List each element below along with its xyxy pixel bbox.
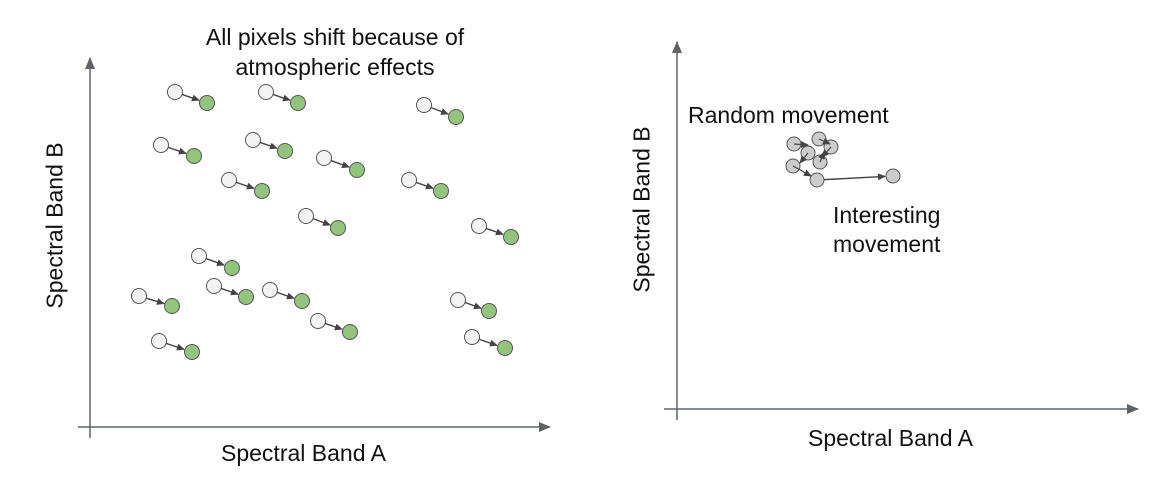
shift-arrow bbox=[312, 217, 331, 226]
shift-arrow bbox=[485, 227, 504, 236]
pixel-shift-pair bbox=[191, 248, 240, 276]
original-pixel bbox=[191, 248, 207, 264]
pixel-shift-pair bbox=[131, 288, 180, 314]
left-y-axis-label: Spectral Band B bbox=[41, 142, 68, 309]
pixel-shift-pair bbox=[206, 278, 254, 305]
random-move-arrow bbox=[799, 152, 809, 164]
pixel-shift-pair bbox=[258, 84, 306, 111]
shifted-pixel bbox=[342, 324, 358, 340]
random-move-arrow bbox=[793, 141, 809, 148]
interesting-label-line1: Interesting bbox=[833, 202, 941, 228]
shifted-pixel bbox=[224, 260, 240, 276]
shifted-pixel bbox=[254, 183, 270, 199]
shifted-pixel bbox=[277, 143, 293, 159]
original-pixel bbox=[450, 292, 466, 308]
original-pixel bbox=[221, 172, 237, 188]
random-move-arrow bbox=[818, 151, 825, 163]
shift-arrow bbox=[220, 287, 239, 296]
grey-pixel bbox=[809, 172, 825, 188]
original-pixel bbox=[316, 150, 332, 166]
original-pixel bbox=[464, 329, 480, 345]
shift-arrow bbox=[259, 141, 278, 150]
left-title-line2: atmospheric effects bbox=[235, 54, 435, 80]
left-title: All pixels shift because of atmospheric … bbox=[170, 22, 500, 82]
left-pixel-shifts bbox=[131, 84, 519, 360]
shift-arrow bbox=[430, 106, 449, 115]
original-pixel bbox=[167, 84, 183, 100]
interesting-movement-label: Interesting movement bbox=[833, 201, 940, 259]
shifted-pixel bbox=[330, 220, 346, 236]
pixel-shift-pair bbox=[310, 313, 358, 340]
interesting-move-arrow bbox=[823, 173, 887, 181]
pixel-shift-pair bbox=[450, 292, 497, 319]
original-pixel bbox=[471, 218, 487, 234]
original-pixel bbox=[151, 333, 167, 349]
original-pixel bbox=[131, 288, 147, 304]
shifted-pixel bbox=[238, 289, 254, 305]
shift-arrow bbox=[324, 322, 343, 331]
shifted-pixel bbox=[184, 344, 200, 360]
shifted-pixel bbox=[433, 183, 449, 199]
interesting-label-line2: movement bbox=[833, 231, 941, 257]
left-title-line1: All pixels shift because of bbox=[205, 24, 465, 50]
original-pixel bbox=[416, 97, 432, 113]
shifted-pixel bbox=[503, 229, 519, 245]
shift-arrow bbox=[464, 301, 482, 310]
right-y-axis-label: Spectral Band B bbox=[628, 126, 655, 293]
random-move-arrow bbox=[792, 165, 812, 177]
shift-arrow bbox=[330, 159, 350, 168]
pixel-shift-pair bbox=[316, 150, 365, 178]
pixel-shift-pair bbox=[416, 97, 464, 125]
random-movement-label: Random movement bbox=[688, 102, 889, 128]
shift-arrow bbox=[167, 146, 187, 155]
grey-pixel bbox=[885, 168, 901, 184]
right-pixel-movements bbox=[785, 131, 901, 188]
original-pixel bbox=[262, 282, 278, 298]
shifted-pixel bbox=[199, 95, 215, 111]
original-pixel bbox=[310, 313, 326, 329]
pixel-shift-pair bbox=[221, 172, 270, 199]
shift-arrow bbox=[478, 338, 498, 347]
pixel-shift-pair bbox=[298, 208, 346, 236]
right-x-axis-label: Spectral Band A bbox=[808, 425, 973, 451]
original-pixel bbox=[298, 208, 314, 224]
shifted-pixel bbox=[294, 293, 310, 309]
pixel-shift-pair bbox=[151, 333, 200, 360]
pixel-shift-pair bbox=[262, 282, 310, 309]
shift-arrow bbox=[145, 297, 165, 305]
shifted-pixel bbox=[164, 298, 180, 314]
shift-arrow bbox=[205, 257, 225, 266]
shift-arrow bbox=[235, 181, 255, 190]
original-pixel bbox=[258, 84, 274, 100]
shifted-pixel bbox=[349, 162, 365, 178]
shifted-pixel bbox=[497, 340, 513, 356]
pixel-shift-pair bbox=[471, 218, 519, 245]
pixel-shift-pair bbox=[167, 84, 215, 111]
left-x-axis-label: Spectral Band A bbox=[221, 440, 386, 466]
shifted-pixel bbox=[481, 303, 497, 319]
original-pixel bbox=[153, 137, 169, 153]
original-pixel bbox=[401, 172, 417, 188]
pixel-shift-pair bbox=[401, 172, 449, 199]
shift-arrow bbox=[165, 342, 185, 351]
shift-arrow bbox=[181, 93, 200, 102]
shifted-pixel bbox=[290, 95, 306, 111]
random-move-arrow bbox=[818, 137, 831, 145]
pixel-shift-pair bbox=[464, 329, 513, 356]
shift-arrow bbox=[272, 93, 291, 102]
shift-arrow bbox=[415, 181, 434, 190]
original-pixel bbox=[245, 132, 261, 148]
shift-arrow bbox=[276, 291, 295, 300]
pixel-shift-pair bbox=[245, 132, 293, 159]
shifted-pixel bbox=[448, 109, 464, 125]
shifted-pixel bbox=[186, 148, 202, 164]
pixel-shift-pair bbox=[153, 137, 202, 164]
original-pixel bbox=[206, 278, 222, 294]
